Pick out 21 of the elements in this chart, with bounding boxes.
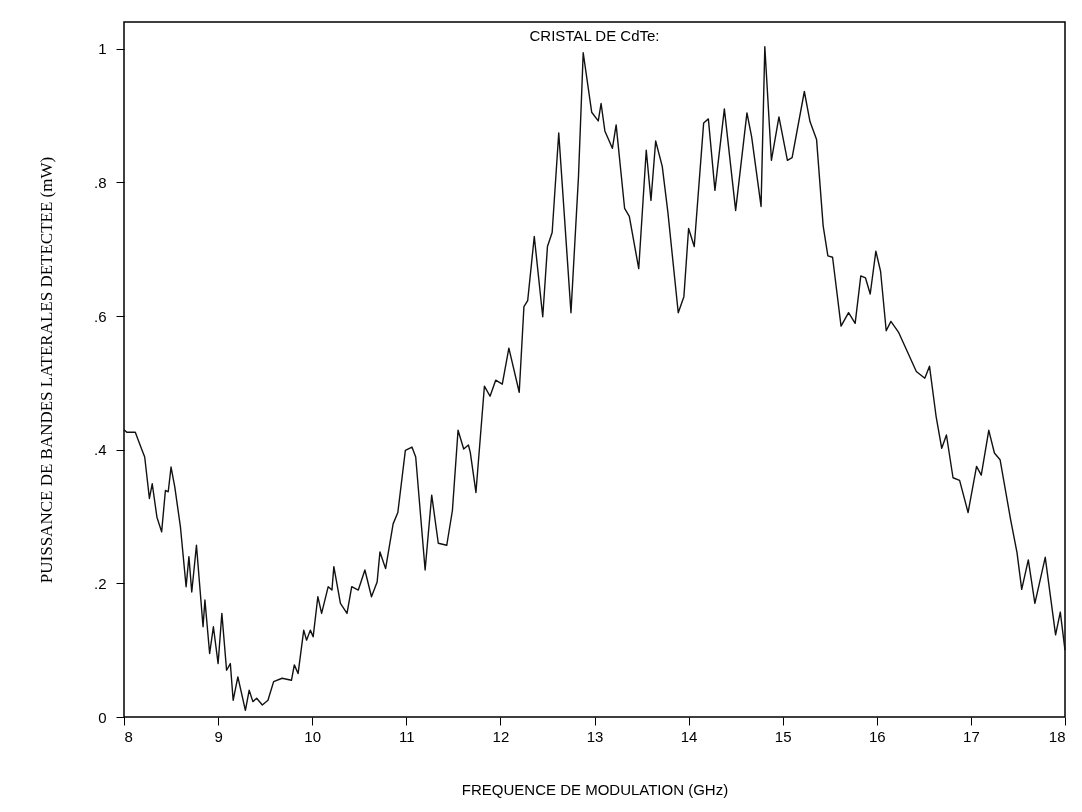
x-tick-label: 12 — [492, 727, 510, 745]
y-tick-label: 1 — [98, 40, 107, 58]
y-tick-label: .8 — [93, 173, 107, 191]
x-tick-label: 16 — [868, 727, 886, 745]
chart-title: CRISTAL DE CdTe: — [529, 27, 660, 44]
y-tick-label: .2 — [93, 574, 107, 592]
x-tick-label: 18 — [1048, 727, 1066, 745]
x-tick-label: 17 — [963, 727, 980, 745]
x-tick-label: 9 — [214, 727, 223, 745]
x-tick-label: 15 — [774, 727, 792, 745]
x-tick-label: 14 — [680, 727, 698, 745]
y-tick-label: .4 — [93, 441, 107, 459]
y-axis-title: PUISSANCE DE BANDES LATERALES DETECTEE (mW) — [36, 156, 56, 584]
x-tick-label: 11 — [399, 727, 415, 745]
line-series — [123, 46, 1066, 712]
x-tick-label: 10 — [304, 727, 322, 745]
x-axis-title: FREQUENCE DE MODULATION (GHz) — [461, 780, 729, 798]
y-tick-label: 0 — [98, 708, 107, 726]
x-tick-label: 13 — [586, 727, 604, 745]
y-tick-label: .6 — [93, 307, 107, 325]
x-tick-label: 8 — [124, 727, 133, 745]
